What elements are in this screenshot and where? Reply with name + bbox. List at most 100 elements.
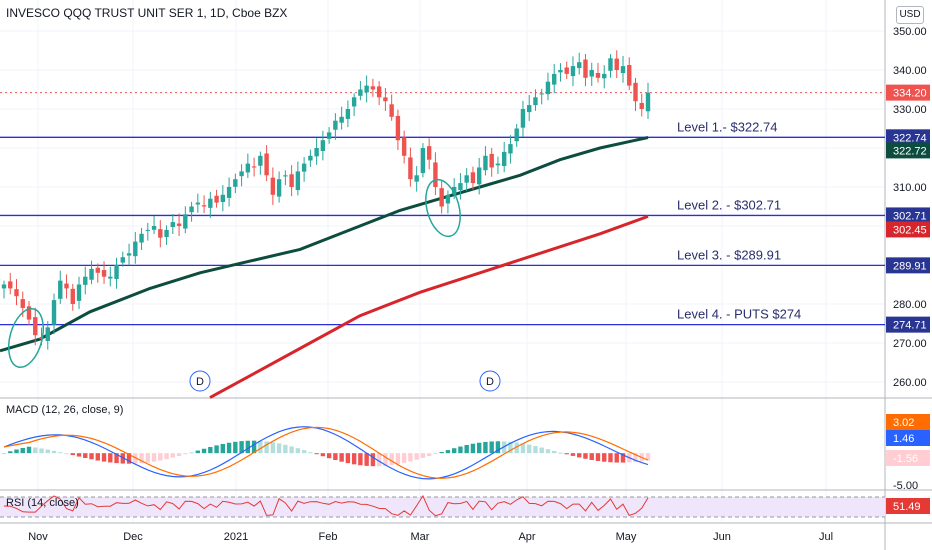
macd-histogram-bar — [426, 453, 432, 456]
candle-body — [464, 175, 469, 183]
currency-button[interactable]: USD — [896, 6, 924, 24]
time-axis[interactable]: Nov Dec 2021 Feb Mar Apr May Jun Jul — [28, 531, 833, 543]
macd-histogram-bar — [26, 446, 32, 454]
candle-body — [64, 283, 69, 289]
macd-histogram-bar — [314, 453, 319, 455]
macd-histogram-bar — [464, 445, 469, 454]
candle-body — [226, 187, 232, 198]
ma-green-tag-bg — [886, 142, 930, 159]
macd-histogram-bar — [483, 441, 488, 454]
macd-histogram-bar — [595, 453, 601, 461]
macd-histogram-bar — [214, 445, 219, 454]
price-tick: 270.00 — [893, 338, 927, 350]
level-tag: 274.71 — [893, 320, 927, 332]
candle-body — [433, 162, 438, 187]
level-tag-bg — [886, 207, 930, 224]
candle-body — [201, 205, 207, 207]
candle-body — [483, 155, 488, 171]
candle-body — [401, 137, 407, 156]
candle-body — [308, 155, 313, 161]
candle-body — [301, 163, 307, 172]
macd-value-tag: 1.46 — [893, 433, 914, 445]
candle-body — [95, 267, 100, 273]
candle-body — [376, 86, 382, 98]
macd-histogram-bar — [308, 452, 313, 454]
candle-body — [414, 175, 419, 182]
time-tick: Mar — [411, 531, 430, 543]
macd-histogram-bar — [220, 443, 226, 454]
candle-body — [627, 65, 632, 86]
macd-histogram-bar — [320, 453, 326, 457]
macd-histogram-bar — [139, 453, 144, 464]
macd-value-tag-bg — [886, 430, 930, 446]
macd-histogram-bar — [301, 450, 307, 454]
candle-body — [108, 276, 113, 279]
time-tick: Nov — [28, 531, 48, 543]
macd-histogram-bar — [558, 452, 563, 454]
macd-histogram-bar — [633, 453, 638, 462]
candles — [1, 50, 651, 350]
macd-histogram-bar — [583, 453, 588, 459]
macd-histogram-bar — [83, 453, 88, 458]
macd-histogram-bar — [376, 453, 382, 467]
candle-body — [539, 93, 544, 95]
candle-body — [76, 284, 82, 301]
macd-histogram-bar — [401, 453, 407, 463]
candle-body — [527, 105, 532, 113]
candle-body — [620, 66, 626, 74]
macd-histogram-bar — [514, 442, 519, 454]
macd-label[interactable]: MACD (12, 26, close, 9) — [6, 404, 124, 416]
macd-histogram-bar — [339, 453, 344, 462]
macd-histogram-bar — [345, 453, 351, 464]
macd-pane — [1, 426, 651, 480]
price-tick: 310.00 — [893, 182, 927, 194]
macd-histogram-bar — [620, 453, 626, 463]
dividend-marker — [189, 370, 211, 392]
time-tick: May — [616, 531, 637, 543]
time-tick: Jun — [713, 531, 731, 543]
macd-signal-tag: 3.02 — [893, 417, 914, 429]
candle-body — [220, 194, 226, 203]
candle-body — [233, 179, 238, 187]
candle-body — [26, 306, 32, 320]
candle-body — [314, 148, 319, 157]
macd-histogram-bar — [414, 453, 419, 460]
rsi-tag-bg — [886, 498, 930, 514]
candle-body — [458, 183, 463, 191]
macd-histogram-bar — [101, 453, 107, 462]
candle-body — [164, 229, 169, 238]
candle-body — [176, 223, 182, 226]
macd-histogram-bar — [545, 449, 551, 454]
symbol-title[interactable]: INVESCO QQQ TRUST UNIT SER 1, 1D, Cboe B… — [6, 6, 288, 20]
macd-histogram-bar — [176, 453, 182, 457]
candle-body — [126, 253, 132, 256]
ma-red-tag: 302.45 — [893, 224, 927, 236]
time-tick: Apr — [518, 531, 535, 543]
macd-histogram-bar — [458, 446, 463, 454]
candle-body — [389, 104, 394, 117]
time-tick: Dec — [123, 531, 143, 543]
candle-body — [608, 58, 613, 71]
macd-histogram-bar — [58, 452, 63, 454]
moving-average-line — [0, 136, 649, 353]
macd-histogram-bar — [570, 453, 576, 456]
macd-histogram-bar — [33, 447, 38, 454]
macd-histogram-tag-bg — [886, 450, 930, 466]
candle-body — [552, 73, 557, 85]
rsi-pane — [0, 494, 885, 518]
dividend-marker-label: D — [196, 376, 204, 388]
rsi-label[interactable]: RSI (14, close) — [6, 497, 79, 509]
candle-body — [1, 284, 7, 289]
moving-average-line — [209, 214, 649, 399]
candle-body — [195, 202, 201, 205]
price-axis[interactable]: 350.00 340.00 330.00 310.00 280.00 270.00 260.… — [886, 26, 930, 514]
time-tick: Feb — [319, 531, 338, 543]
last-price-tag-bg — [886, 84, 930, 101]
level-label: Level 2. - $302.71 — [677, 197, 781, 212]
price-tick: 280.00 — [893, 299, 927, 311]
highlight-ellipse — [425, 178, 461, 238]
macd-histogram-bar — [295, 448, 301, 454]
candle-body — [545, 81, 551, 95]
